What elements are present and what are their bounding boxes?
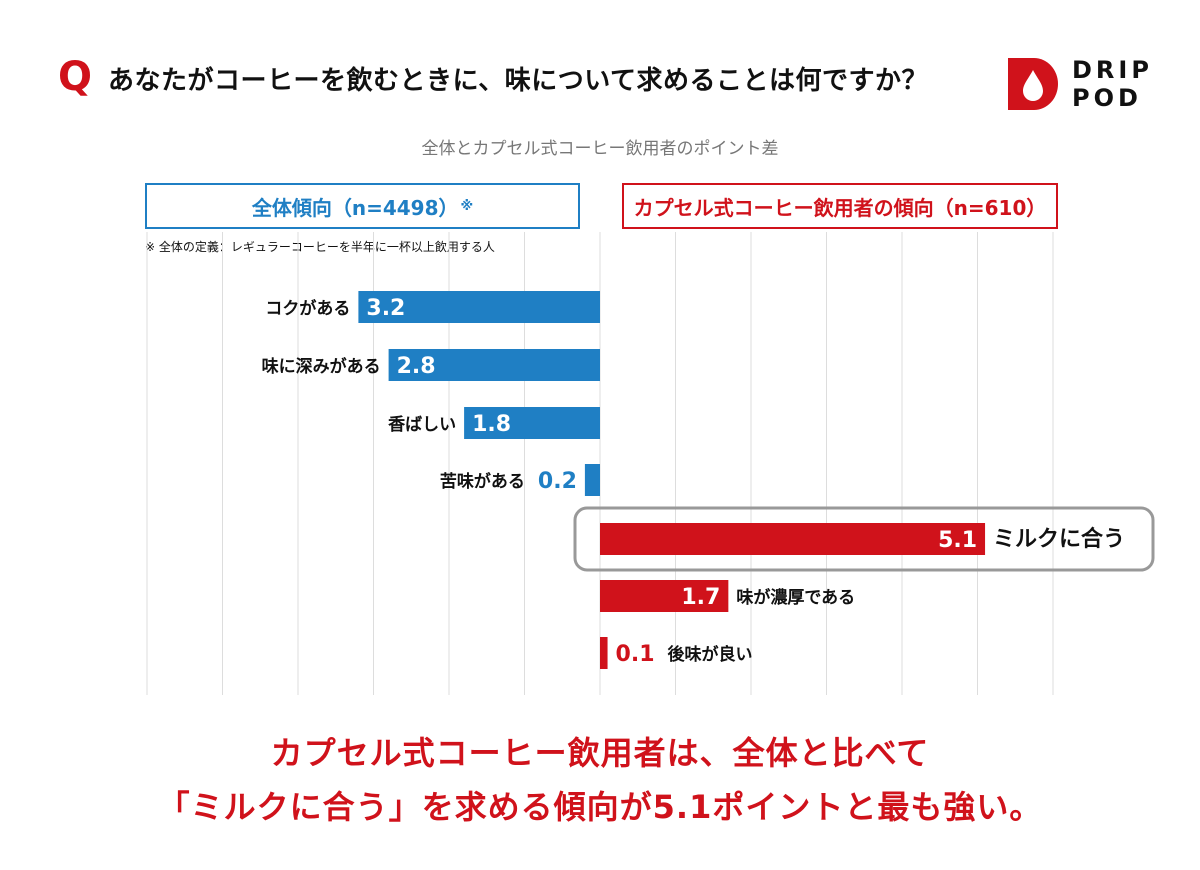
bar-overall-value: 0.2 bbox=[538, 469, 577, 494]
category-label: 香ばしい bbox=[388, 415, 456, 435]
drop-icon bbox=[1008, 58, 1058, 110]
category-label: 味が濃厚である bbox=[736, 587, 855, 608]
bar-capsule bbox=[600, 580, 729, 612]
conclusion-line-1: カプセル式コーヒー飲用者は、全体と比べて bbox=[270, 734, 930, 772]
highlight-frame bbox=[573, 506, 1155, 572]
footnote: ※ 全体の定義：レギュラーコーヒーを半年に一杯以上飲用する人 bbox=[145, 240, 495, 254]
legend-overall-label: 全体傾向（n=4498） bbox=[251, 195, 459, 220]
category-label: 味に深みがある bbox=[262, 356, 381, 377]
logo-text-line2: POD bbox=[1072, 84, 1142, 112]
category-label: 苦味がある bbox=[440, 471, 525, 492]
question-header: Q あなたがコーヒーを飲むときに、味について求めることは何ですか？ bbox=[58, 54, 958, 102]
logo-text-line1: DRIP bbox=[1072, 56, 1153, 84]
legend-overall-mark: ※ bbox=[460, 198, 474, 214]
legend-capsule-label: カプセル式コーヒー飲用者の傾向（n=610） bbox=[633, 195, 1047, 220]
bar-capsule bbox=[600, 523, 986, 555]
bar-overall-value: 2.8 bbox=[397, 354, 436, 379]
chart-subtitle: 全体とカプセル式コーヒー飲用者のポイント差 bbox=[421, 139, 779, 159]
q-mark: Q bbox=[58, 54, 93, 100]
bar-capsule bbox=[600, 637, 608, 669]
bar-capsule-value: 1.7 bbox=[681, 585, 720, 610]
question-text: あなたがコーヒーを飲むときに、味について求めることは何ですか？ bbox=[108, 66, 928, 96]
bar-capsule-value: 5.1 bbox=[938, 528, 977, 553]
drip-pod-logo: DRIP POD bbox=[1008, 56, 1158, 114]
bar-capsule-value: 0.1 bbox=[616, 642, 655, 667]
category-label: コクがある bbox=[265, 298, 350, 319]
legend-capsule: カプセル式コーヒー飲用者の傾向（n=610） bbox=[622, 183, 1058, 229]
bar-overall bbox=[584, 464, 600, 496]
bar-overall-value: 3.2 bbox=[366, 296, 405, 321]
highlighted-category-label: ミルクに合う bbox=[993, 526, 1125, 552]
bar-overall-value: 1.8 bbox=[472, 412, 511, 437]
category-label: 後味が良い bbox=[668, 644, 753, 665]
legend-overall: 全体傾向（n=4498） ※ bbox=[145, 183, 580, 229]
bar-overall bbox=[464, 407, 600, 439]
bar-overall bbox=[358, 291, 600, 323]
conclusion-line-2: 「ミルクに合う」を求める傾向が5.1ポイントと最も強い。 bbox=[157, 788, 1043, 826]
bar-overall bbox=[388, 349, 600, 381]
